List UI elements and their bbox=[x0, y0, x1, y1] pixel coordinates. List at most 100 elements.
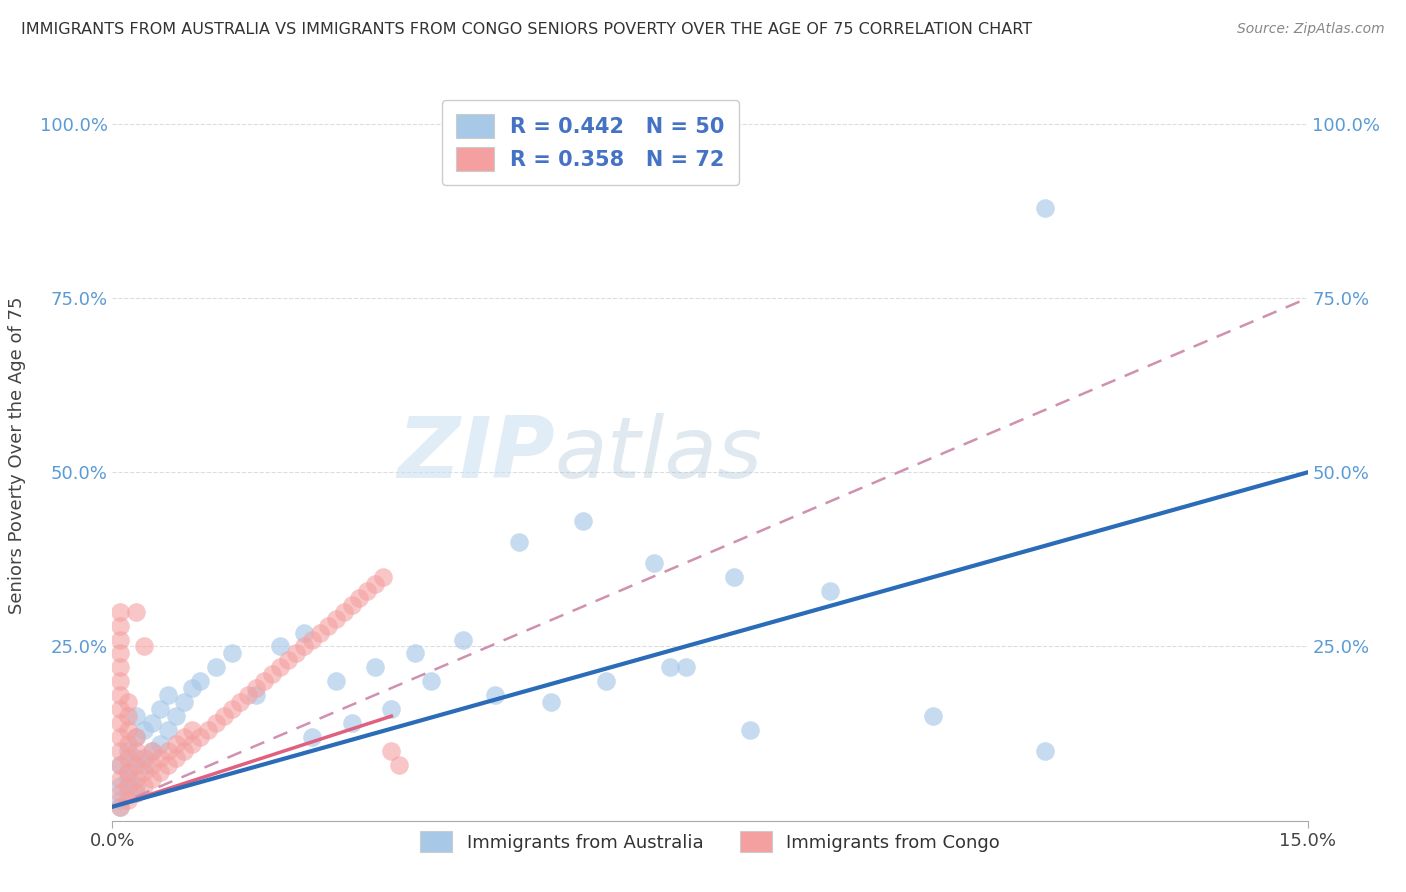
Point bbox=[117, 786, 139, 800]
Point bbox=[157, 688, 180, 702]
Point bbox=[364, 660, 387, 674]
Point bbox=[484, 688, 506, 702]
Point bbox=[165, 737, 187, 751]
Point bbox=[110, 786, 132, 800]
Point bbox=[723, 570, 745, 584]
Point bbox=[117, 709, 139, 723]
Point bbox=[117, 737, 139, 751]
Point bbox=[149, 737, 172, 751]
Point bbox=[1033, 744, 1056, 758]
Point bbox=[110, 605, 132, 619]
Point bbox=[141, 716, 163, 731]
Text: Source: ZipAtlas.com: Source: ZipAtlas.com bbox=[1237, 22, 1385, 37]
Point bbox=[110, 660, 132, 674]
Point bbox=[117, 744, 139, 758]
Point bbox=[110, 799, 132, 814]
Point bbox=[165, 751, 187, 765]
Point bbox=[643, 556, 665, 570]
Point bbox=[356, 583, 378, 598]
Point bbox=[117, 793, 139, 807]
Y-axis label: Seniors Poverty Over the Age of 75: Seniors Poverty Over the Age of 75 bbox=[7, 296, 25, 614]
Point bbox=[134, 758, 156, 772]
Point bbox=[571, 514, 593, 528]
Point bbox=[181, 723, 204, 737]
Point bbox=[922, 709, 945, 723]
Point bbox=[117, 772, 139, 786]
Point bbox=[540, 695, 562, 709]
Point bbox=[173, 695, 195, 709]
Point bbox=[205, 716, 228, 731]
Point bbox=[380, 744, 402, 758]
Point bbox=[508, 535, 530, 549]
Point bbox=[117, 779, 139, 793]
Point bbox=[134, 640, 156, 654]
Point bbox=[149, 751, 172, 765]
Point bbox=[373, 570, 395, 584]
Point bbox=[659, 660, 682, 674]
Point bbox=[269, 640, 291, 654]
Point bbox=[110, 632, 132, 647]
Point bbox=[110, 758, 132, 772]
Text: atlas: atlas bbox=[554, 413, 762, 497]
Point bbox=[157, 723, 180, 737]
Point bbox=[332, 605, 354, 619]
Point bbox=[125, 709, 148, 723]
Point bbox=[404, 647, 426, 661]
Point bbox=[245, 681, 267, 696]
Point bbox=[301, 730, 323, 744]
Point bbox=[117, 764, 139, 779]
Point bbox=[125, 730, 148, 744]
Point bbox=[738, 723, 761, 737]
Point bbox=[284, 647, 307, 661]
Point bbox=[380, 702, 402, 716]
Point bbox=[110, 688, 132, 702]
Point bbox=[110, 772, 132, 786]
Point bbox=[292, 640, 315, 654]
Point bbox=[165, 709, 187, 723]
Point bbox=[595, 674, 617, 689]
Point bbox=[420, 674, 443, 689]
Point bbox=[340, 716, 363, 731]
Point bbox=[188, 730, 211, 744]
Point bbox=[125, 758, 148, 772]
Point bbox=[110, 716, 132, 731]
Text: IMMIGRANTS FROM AUSTRALIA VS IMMIGRANTS FROM CONGO SENIORS POVERTY OVER THE AGE : IMMIGRANTS FROM AUSTRALIA VS IMMIGRANTS … bbox=[21, 22, 1032, 37]
Point bbox=[110, 702, 132, 716]
Point bbox=[675, 660, 697, 674]
Point bbox=[221, 647, 243, 661]
Point bbox=[125, 779, 148, 793]
Point bbox=[125, 772, 148, 786]
Point bbox=[173, 744, 195, 758]
Point bbox=[110, 674, 132, 689]
Point bbox=[221, 702, 243, 716]
Point bbox=[110, 618, 132, 632]
Point bbox=[125, 751, 148, 765]
Point bbox=[340, 598, 363, 612]
Point bbox=[110, 779, 132, 793]
Point bbox=[1033, 201, 1056, 215]
Point bbox=[181, 681, 204, 696]
Point bbox=[269, 660, 291, 674]
Point bbox=[134, 764, 156, 779]
Point bbox=[181, 737, 204, 751]
Point bbox=[117, 723, 139, 737]
Point bbox=[125, 744, 148, 758]
Point bbox=[141, 758, 163, 772]
Point bbox=[260, 667, 283, 681]
Point bbox=[110, 799, 132, 814]
Point bbox=[818, 583, 841, 598]
Point bbox=[325, 612, 347, 626]
Point bbox=[110, 744, 132, 758]
Point bbox=[157, 758, 180, 772]
Point bbox=[134, 751, 156, 765]
Point bbox=[110, 730, 132, 744]
Point bbox=[364, 576, 387, 591]
Point bbox=[301, 632, 323, 647]
Point bbox=[451, 632, 474, 647]
Point bbox=[110, 758, 132, 772]
Point bbox=[229, 695, 252, 709]
Point bbox=[292, 625, 315, 640]
Point bbox=[205, 660, 228, 674]
Point bbox=[134, 779, 156, 793]
Point bbox=[117, 764, 139, 779]
